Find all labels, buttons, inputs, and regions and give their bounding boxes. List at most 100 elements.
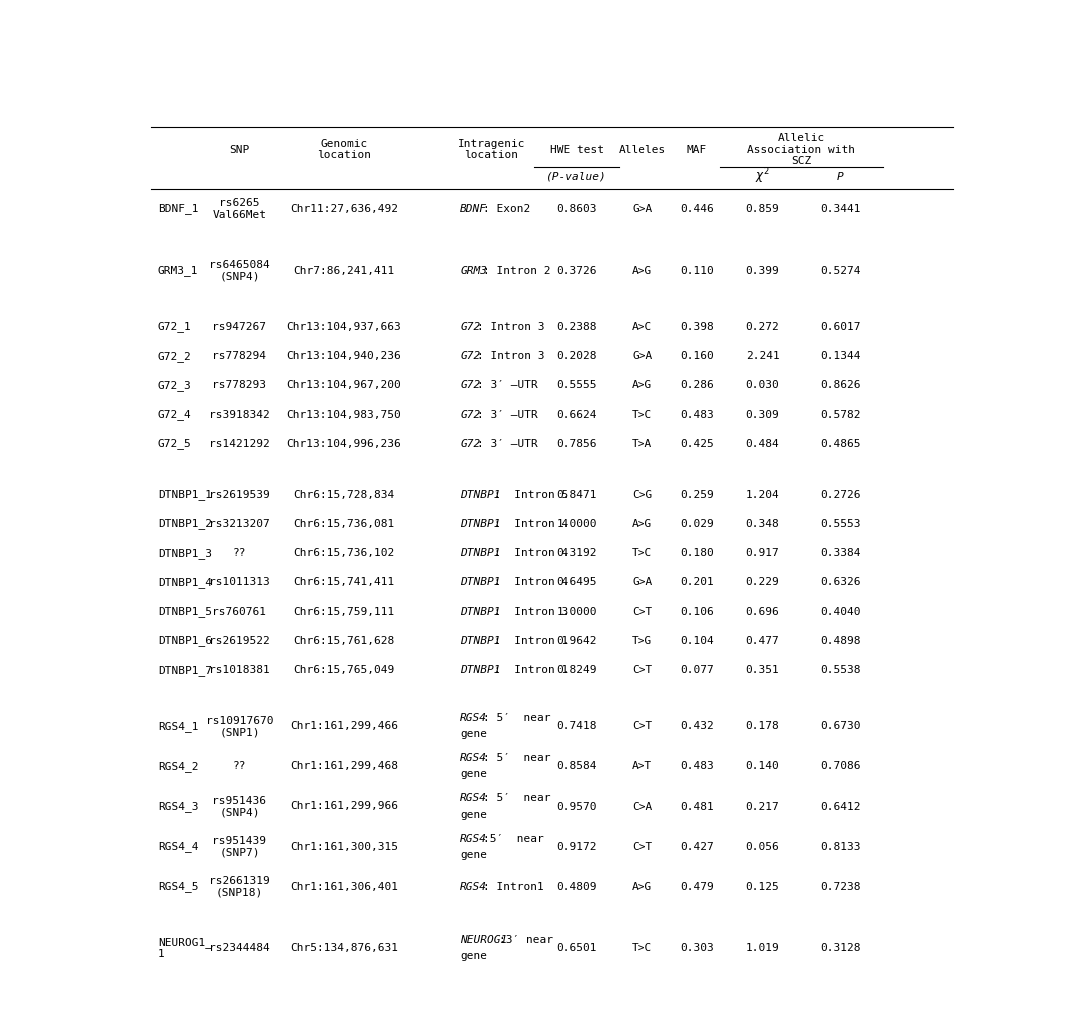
Text: 0.477: 0.477: [746, 636, 779, 646]
Text: 0.5538: 0.5538: [819, 666, 860, 676]
Text: 0.9172: 0.9172: [556, 841, 597, 851]
Text: 0.3441: 0.3441: [819, 204, 860, 214]
Text: 0.309: 0.309: [746, 410, 779, 419]
Text: 0.696: 0.696: [746, 607, 779, 617]
Text: RGS4: RGS4: [460, 833, 487, 843]
Text: G72: G72: [460, 438, 481, 448]
Text: rs1421292: rs1421292: [209, 438, 270, 448]
Text: gene: gene: [460, 809, 487, 819]
Text: NEUROG1: NEUROG1: [460, 935, 508, 945]
Text: 0.104: 0.104: [680, 636, 714, 646]
Text: 0.303: 0.303: [680, 943, 714, 953]
Text: DTNBP1_6: DTNBP1_6: [158, 635, 212, 646]
Text: DTNBP1: DTNBP1: [460, 636, 501, 646]
Text: 0.432: 0.432: [680, 721, 714, 731]
Text: 0.9642: 0.9642: [556, 636, 597, 646]
Text: C>T: C>T: [633, 841, 652, 851]
Text: 0.160: 0.160: [680, 351, 714, 361]
Text: :3′ near: :3′ near: [499, 935, 553, 945]
Text: 0.479: 0.479: [680, 882, 714, 892]
Text: : 3′ –UTR: : 3′ –UTR: [476, 410, 538, 419]
Text: G72_2: G72_2: [158, 350, 192, 362]
Text: T>C: T>C: [633, 943, 652, 953]
Text: rs6465084
(SNP4): rs6465084 (SNP4): [209, 260, 270, 282]
Text: RGS4: RGS4: [460, 753, 487, 764]
Text: 1.0000: 1.0000: [556, 607, 597, 617]
Text: G72: G72: [460, 381, 481, 390]
Text: 0.030: 0.030: [746, 381, 779, 390]
Text: T>C: T>C: [633, 410, 652, 419]
Text: G72_4: G72_4: [158, 409, 192, 420]
Text: 0.859: 0.859: [746, 204, 779, 214]
Text: : 3′ –UTR: : 3′ –UTR: [476, 381, 538, 390]
Text: 0.5782: 0.5782: [819, 410, 860, 419]
Text: Chr11:27,636,492: Chr11:27,636,492: [290, 204, 398, 214]
Text: RGS4_3: RGS4_3: [158, 801, 198, 812]
Text: G72_3: G72_3: [158, 380, 192, 391]
Text: SNP: SNP: [230, 144, 249, 155]
Text: 0.077: 0.077: [680, 666, 714, 676]
Text: G>A: G>A: [633, 351, 652, 361]
Text: 0.7418: 0.7418: [556, 721, 597, 731]
Text: rs778294: rs778294: [212, 351, 266, 361]
Text: gene: gene: [460, 951, 487, 962]
Text: 0.2028: 0.2028: [556, 351, 597, 361]
Text: A>G: A>G: [633, 266, 652, 276]
Text: : Intron 3: : Intron 3: [476, 351, 544, 361]
Text: 0.8584: 0.8584: [556, 762, 597, 772]
Text: rs10917670
(SNP1): rs10917670 (SNP1): [206, 716, 273, 737]
Text: 0.917: 0.917: [746, 548, 779, 559]
Text: rs2619522: rs2619522: [209, 636, 270, 646]
Text: Chr6:15,736,081: Chr6:15,736,081: [293, 519, 395, 529]
Text: 0.481: 0.481: [680, 802, 714, 811]
Text: T>A: T>A: [633, 438, 652, 448]
Text: 0.3128: 0.3128: [819, 943, 860, 953]
Text: :  Intron 4: : Intron 4: [494, 578, 568, 588]
Text: G>A: G>A: [633, 204, 652, 214]
Text: 0.4865: 0.4865: [819, 438, 860, 448]
Text: rs2619539: rs2619539: [209, 490, 270, 500]
Text: :5′  near: :5′ near: [483, 833, 543, 843]
Text: DTNBP1_3: DTNBP1_3: [158, 547, 212, 559]
Text: Chr1:161,299,466: Chr1:161,299,466: [290, 721, 398, 731]
Text: Chr5:134,876,631: Chr5:134,876,631: [290, 943, 398, 953]
Text: DTNBP1_4: DTNBP1_4: [158, 577, 212, 588]
Text: 0.201: 0.201: [680, 578, 714, 588]
Text: Chr1:161,306,401: Chr1:161,306,401: [290, 882, 398, 892]
Text: MAF: MAF: [687, 144, 707, 155]
Text: G72: G72: [460, 351, 481, 361]
Text: SCZ: SCZ: [791, 157, 812, 167]
Text: 0.9570: 0.9570: [556, 802, 597, 811]
Text: :  Intron 1: : Intron 1: [494, 636, 568, 646]
Text: G>A: G>A: [633, 578, 652, 588]
Text: 0.7238: 0.7238: [819, 882, 860, 892]
Text: DTNBP1_2: DTNBP1_2: [158, 518, 212, 529]
Text: Chr13:104,940,236: Chr13:104,940,236: [287, 351, 401, 361]
Text: 1.019: 1.019: [746, 943, 779, 953]
Text: 1.0000: 1.0000: [556, 519, 597, 529]
Text: 0.8471: 0.8471: [556, 490, 597, 500]
Text: GRM3: GRM3: [460, 266, 487, 276]
Text: 0.483: 0.483: [680, 410, 714, 419]
Text: 2.241: 2.241: [746, 351, 779, 361]
Text: 0.3726: 0.3726: [556, 266, 597, 276]
Text: rs6265
Val66Met: rs6265 Val66Met: [212, 198, 266, 220]
Text: 0.398: 0.398: [680, 322, 714, 332]
Text: rs778293: rs778293: [212, 381, 266, 390]
Text: Genomic: Genomic: [320, 139, 368, 149]
Text: 0.217: 0.217: [746, 802, 779, 811]
Text: 0.4040: 0.4040: [819, 607, 860, 617]
Text: location: location: [317, 150, 371, 160]
Text: Chr6:15,761,628: Chr6:15,761,628: [293, 636, 395, 646]
Text: 0.140: 0.140: [746, 762, 779, 772]
Text: 0.125: 0.125: [746, 882, 779, 892]
Text: DTNBP1_5: DTNBP1_5: [158, 606, 212, 617]
Text: gene: gene: [460, 849, 487, 860]
Text: 0.7856: 0.7856: [556, 438, 597, 448]
Text: RGS4_2: RGS4_2: [158, 761, 198, 772]
Text: Intragenic: Intragenic: [457, 139, 525, 149]
Text: 0.6730: 0.6730: [819, 721, 860, 731]
Text: 0.6495: 0.6495: [556, 578, 597, 588]
Text: RGS4_4: RGS4_4: [158, 841, 198, 852]
Text: (P-value): (P-value): [547, 172, 607, 182]
